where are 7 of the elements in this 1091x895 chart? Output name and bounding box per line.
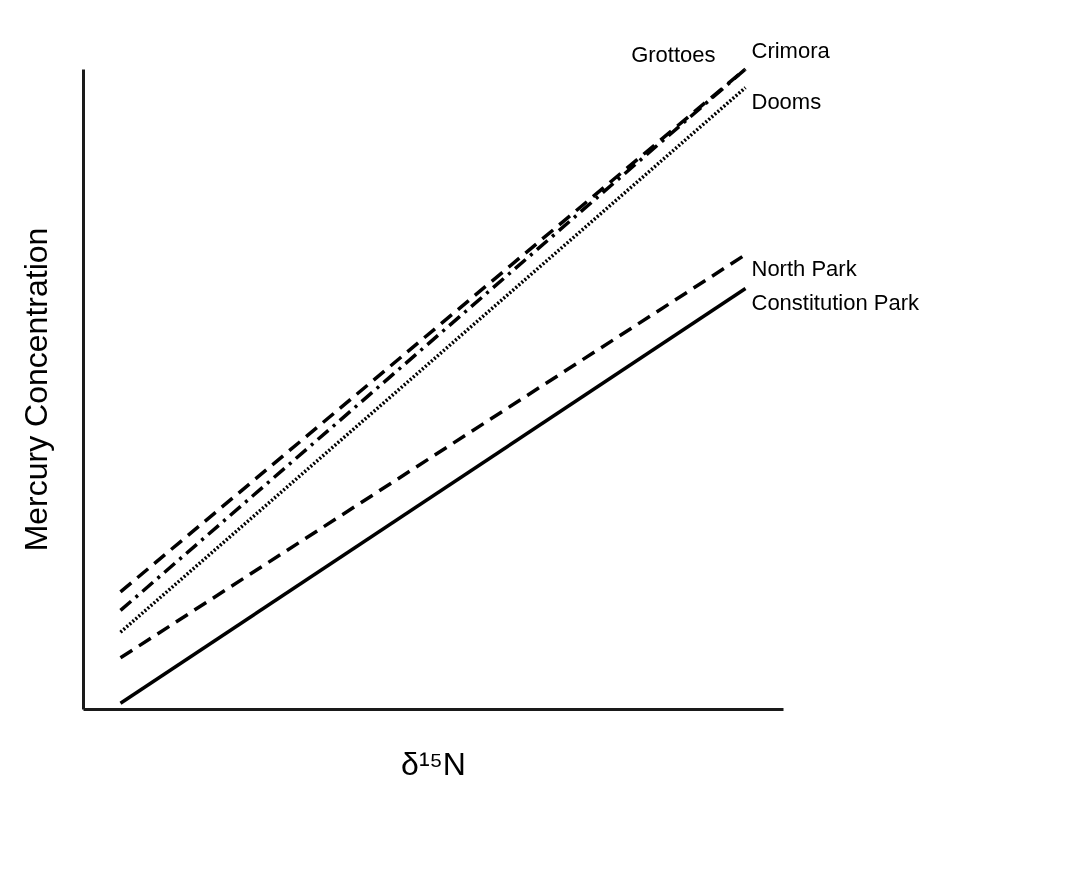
series-label: North Park [751, 255, 858, 281]
x-axis-title: δ¹⁵N [401, 745, 466, 782]
series-label: Dooms [751, 88, 822, 114]
series-label: Crimora [751, 38, 831, 63]
series-label: Constitution Park [751, 289, 921, 315]
y-axis-title: Mercury Concentration [17, 227, 54, 552]
series-label: Grottoes [631, 42, 716, 67]
